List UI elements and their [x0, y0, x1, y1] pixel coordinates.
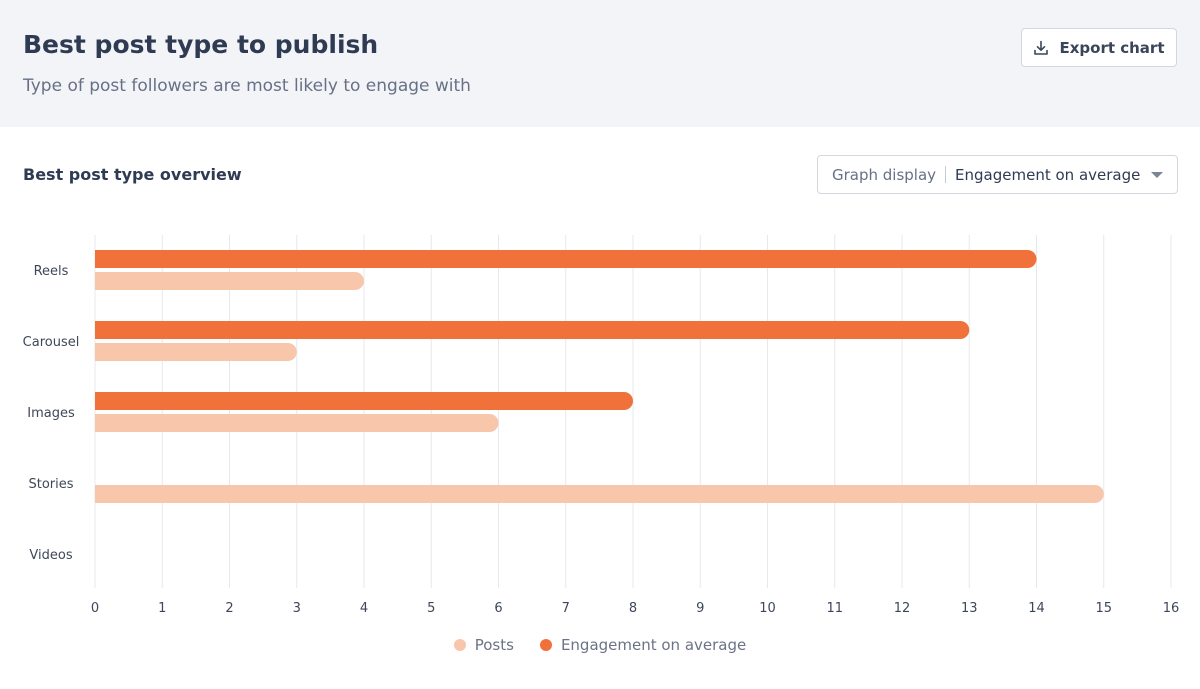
x-tick-label: 3: [293, 601, 301, 616]
legend-label-engagement: Engagement on average: [560, 636, 747, 654]
download-icon: [1033, 40, 1049, 56]
bar-posts: [95, 343, 297, 361]
x-tick-label: 10: [759, 601, 776, 616]
chart-legend: Posts Engagement on average: [0, 633, 1200, 657]
y-category-label: Images: [27, 406, 75, 421]
bar-engagement: [95, 250, 1037, 268]
export-chart-label: Export chart: [1059, 38, 1165, 57]
y-category-label: Stories: [28, 477, 73, 492]
x-tick-label: 11: [826, 601, 843, 616]
bar-engagement-base: [95, 392, 105, 410]
x-tick-label: 9: [696, 601, 704, 616]
x-tick-label: 8: [629, 601, 637, 616]
y-category-label: Carousel: [23, 335, 80, 350]
x-tick-label: 1: [158, 601, 166, 616]
bar-posts: [95, 485, 1104, 503]
page-header: Best post type to publish Type of post f…: [0, 0, 1200, 127]
bar-engagement: [95, 392, 633, 410]
bar-posts-base: [95, 343, 105, 361]
page-title: Best post type to publish: [23, 30, 379, 59]
x-tick-label: 13: [961, 601, 978, 616]
x-tick-label: 16: [1163, 601, 1180, 616]
graph-display-label: Graph display: [832, 165, 937, 184]
bar-posts-base: [95, 485, 105, 503]
legend-item-posts[interactable]: Posts: [453, 636, 514, 654]
bar-posts: [95, 272, 364, 290]
x-tick-label: 6: [494, 601, 502, 616]
chevron-down-icon: [1151, 171, 1163, 178]
legend-dot-engagement: [539, 639, 552, 651]
x-tick-label: 0: [91, 601, 99, 616]
page-subtitle: Type of post followers are most likely t…: [23, 76, 471, 96]
x-tick-label: 7: [562, 601, 570, 616]
x-tick-label: 12: [894, 601, 911, 616]
graph-display-value: Engagement on average: [955, 165, 1141, 184]
x-tick-label: 2: [225, 601, 233, 616]
x-tick-label: 14: [1028, 601, 1045, 616]
graph-display-select[interactable]: Graph display Engagement on average: [817, 155, 1178, 194]
x-tick-label: 5: [427, 601, 435, 616]
bar-chart: 0 1 2 3 4 5 6 7 8 9 10 11 12 13 14 15 16ReelsCarouselIma…: [23, 235, 1180, 616]
legend-label-posts: Posts: [474, 636, 514, 654]
y-category-label: Reels: [34, 264, 69, 279]
section-title: Best post type overview: [23, 165, 242, 184]
select-divider: [945, 166, 947, 183]
bar-engagement-base: [95, 321, 105, 339]
bar-posts-base: [95, 414, 105, 432]
bar-engagement: [95, 321, 970, 339]
legend-dot-posts: [453, 639, 466, 651]
bar-posts: [95, 414, 499, 432]
y-category-label: Videos: [29, 548, 72, 563]
x-tick-label: 4: [360, 601, 368, 616]
export-chart-button[interactable]: Export chart: [1021, 28, 1177, 67]
x-tick-label: 15: [1095, 601, 1112, 616]
bar-posts-base: [95, 272, 105, 290]
legend-item-engagement[interactable]: Engagement on average: [539, 636, 747, 654]
bar-engagement-base: [95, 250, 105, 268]
